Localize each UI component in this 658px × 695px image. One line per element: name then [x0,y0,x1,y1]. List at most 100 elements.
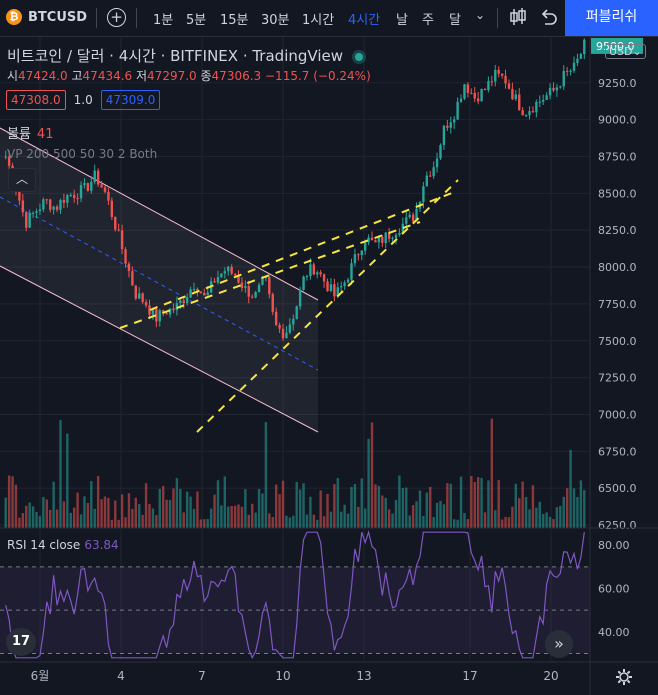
volume-bar [7,475,11,528]
candle-body [96,170,100,185]
candle-body [52,206,55,210]
trend-line [196,179,459,433]
candle-body [473,92,476,99]
interval-day[interactable]: 날 [396,13,408,28]
candle-body [405,217,408,224]
bid-price-button[interactable]: 47308.0 [6,90,66,110]
volume-bar [521,481,524,528]
candle-body [107,191,110,201]
volume-bar [168,500,172,528]
chart-area[interactable]: 9250.09000.08750.08500.08250.08000.07750… [0,37,658,695]
candle-body [114,216,117,230]
volume-bar [165,499,168,528]
candle-body [179,300,182,304]
volume-bar [353,484,357,528]
symbol-label: BTCUSD [28,9,88,25]
volume-bar [14,484,18,528]
interval-30m[interactable]: 30분 [261,13,290,28]
volume-bar [52,481,55,528]
interval-15m[interactable]: 15분 [220,13,249,28]
candle-body [31,212,35,214]
interval-month[interactable]: 달 [449,13,461,28]
candle-body [59,199,62,210]
candle-body [343,282,346,287]
volume-bar [124,517,127,528]
candle-body [76,198,79,200]
candle-body [237,275,240,283]
candle-body [565,70,569,72]
currency-select[interactable]: USD⌄ [605,44,646,59]
interval-5m[interactable]: 5분 [186,13,207,28]
volume-label: 볼륨 [7,127,31,142]
candle-body [452,119,456,123]
candle-body [387,232,391,239]
volume-bar [442,504,446,528]
candle-style-icon[interactable] [509,7,527,27]
y-tick-label: 9000.0 [598,114,637,127]
tradingview-logo-icon[interactable]: 17 [6,628,36,656]
rsi-label: RSI 14 close [7,538,81,552]
volume-bar [425,492,429,528]
volume-bar [189,496,192,528]
volume-bar [326,493,329,528]
volume-bar [11,476,14,528]
candle-body [244,286,247,288]
volume-bar [394,500,398,528]
volume-bar [524,496,528,528]
candle-body [422,186,425,202]
symbol-search[interactable]: ₿ BTCUSD [6,9,87,25]
low-label: 저 [136,69,148,83]
volume-bar [141,514,144,528]
toolbar-divider [136,8,137,28]
candle-body [62,199,66,203]
candle-body [381,237,384,243]
candle-body [199,291,203,293]
rsi-legend: RSI 14 close 63.84 [7,538,119,552]
volume-bar [21,513,25,528]
candle-body [490,81,494,83]
candle-body [583,39,586,55]
ohlc-legend: 시47424.0 고47434.6 저47297.0 종47306.3 −115… [7,67,371,84]
candle-body [494,69,497,82]
candle-body [367,237,370,243]
channel-upper [0,127,319,301]
candle-body [264,277,268,279]
volume-bar [439,500,442,528]
collapse-legend-button[interactable]: ︿ [8,168,36,192]
volume-bar [446,483,449,528]
y-tick-label: 9250.0 [598,77,637,90]
volume-bar [367,438,370,528]
candle-body [90,181,93,191]
close-label: 종 [200,69,212,83]
volume-bar [138,504,141,528]
gear-icon[interactable] [615,668,633,686]
channel-lower [0,265,319,433]
volume-bar [288,517,292,528]
volume-bar [579,480,583,528]
undo-icon[interactable] [540,8,558,26]
candle-body [569,70,572,72]
publish-button[interactable]: 퍼블리쉬 [565,0,658,36]
spread-value: 1.0 [73,93,93,107]
interval-1h[interactable]: 1시간 [302,13,335,28]
add-compare-icon[interactable]: + [107,8,126,27]
interval-week[interactable]: 주 [422,13,434,28]
scroll-to-realtime-button[interactable]: » [545,630,573,658]
chevron-down-icon[interactable]: ⌄ [475,8,486,22]
candle-body [470,92,473,94]
volume-bar [487,480,490,528]
candle-body [548,87,552,96]
volume-bar [25,505,28,528]
interval-1m[interactable]: 1분 [153,13,174,28]
candle-body [326,281,329,292]
rsi-tick-label: 80.00 [598,539,630,552]
candle-body [483,88,487,91]
ask-price-button[interactable]: 47309.0 [100,90,161,110]
volume-bar [569,449,572,528]
candle-body [415,208,418,222]
volume-bar [244,489,247,528]
interval-4h[interactable]: 4시간 [348,13,381,28]
volume-bar [531,485,535,528]
candle-body [442,125,446,145]
volume-bar [18,517,21,528]
